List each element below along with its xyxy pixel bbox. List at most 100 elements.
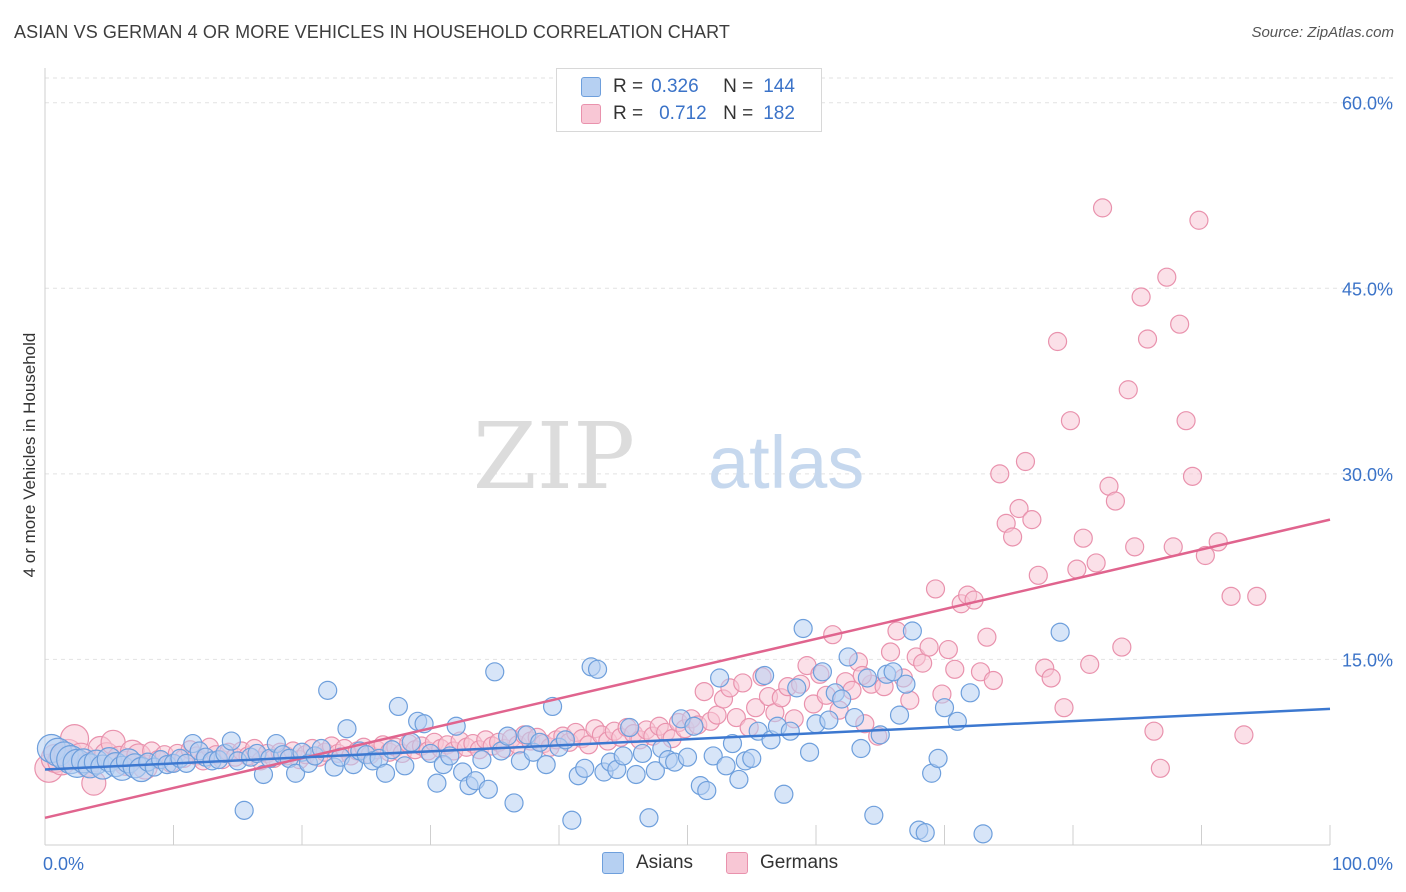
asians-point bbox=[857, 668, 878, 688]
asians-point bbox=[864, 805, 884, 825]
asians-point bbox=[832, 689, 852, 709]
asians-point bbox=[427, 773, 447, 793]
grid-lines bbox=[45, 77, 1395, 660]
germans-point bbox=[1150, 758, 1170, 778]
asians-point bbox=[388, 696, 408, 717]
asians-point bbox=[703, 746, 723, 766]
asians-point bbox=[934, 698, 955, 718]
germans-point bbox=[733, 673, 753, 693]
axes bbox=[44, 68, 1331, 846]
germans-point bbox=[1009, 498, 1029, 519]
asians-point bbox=[285, 763, 306, 783]
germans-r-value: 0.712 bbox=[659, 103, 707, 124]
asians-legend-label: Asians bbox=[636, 852, 694, 873]
asians-point bbox=[819, 710, 839, 730]
asians-point bbox=[645, 761, 665, 781]
germans-point bbox=[1221, 586, 1241, 606]
asians-point bbox=[485, 662, 505, 682]
n-label: N = bbox=[723, 103, 754, 124]
germans-point bbox=[1105, 491, 1126, 511]
asians-point bbox=[498, 726, 518, 746]
germans-point bbox=[1125, 537, 1145, 557]
asians-point bbox=[915, 823, 935, 843]
asians-point bbox=[684, 716, 704, 736]
asians-point bbox=[928, 748, 948, 769]
asians-point bbox=[632, 743, 653, 764]
germans-points bbox=[34, 198, 1267, 796]
asians-point bbox=[774, 784, 794, 804]
legend-row-asians: R = 0.326 N = 144 bbox=[581, 75, 795, 99]
germans-point bbox=[726, 707, 746, 728]
asians-point bbox=[960, 683, 980, 703]
germans-point bbox=[1041, 668, 1061, 688]
asians-point bbox=[716, 756, 736, 776]
watermark: ZIP atlas bbox=[473, 403, 864, 510]
asians-point bbox=[375, 763, 396, 783]
germans-legend-label: Germans bbox=[760, 852, 839, 873]
asians-point bbox=[234, 800, 254, 820]
germans-point bbox=[1054, 698, 1074, 718]
chart-title: ASIAN VS GERMAN 4 OR MORE VEHICLES IN HO… bbox=[14, 22, 730, 42]
germans-point bbox=[1247, 586, 1267, 606]
asians-point bbox=[478, 779, 498, 799]
chart-source: Source: ZipAtlas.com bbox=[1251, 24, 1394, 41]
germans-point bbox=[1195, 545, 1215, 566]
x-tick-label-max: 100.0% bbox=[1332, 854, 1393, 874]
r-label: R = bbox=[613, 103, 644, 124]
germans-point bbox=[880, 642, 901, 662]
germans-point bbox=[1086, 553, 1106, 573]
germans-n-value: 182 bbox=[763, 103, 795, 124]
asians-r-value: 0.326 bbox=[651, 76, 699, 97]
germans-swatch bbox=[581, 104, 601, 124]
x-tick-label-min: 0.0% bbox=[43, 854, 84, 874]
asians-point bbox=[395, 756, 415, 776]
asians-point bbox=[620, 717, 640, 738]
germans-point bbox=[919, 637, 939, 657]
asians-point bbox=[889, 705, 910, 725]
germans-point bbox=[746, 698, 766, 718]
germans-point bbox=[1182, 466, 1203, 486]
asians-points bbox=[36, 618, 1070, 844]
germans-point bbox=[1003, 527, 1023, 547]
germans-point bbox=[1022, 510, 1042, 530]
asians-trend-line bbox=[44, 707, 1331, 771]
trend-lines bbox=[44, 518, 1331, 820]
germans-point bbox=[990, 464, 1010, 484]
tick-labels: 15.0% 30.0% 45.0% 60.0% 0.0% 100.0% bbox=[43, 94, 1393, 874]
asians-point bbox=[754, 665, 775, 686]
asians-swatch bbox=[581, 77, 601, 97]
germans-point bbox=[977, 627, 997, 647]
germans-point bbox=[1189, 210, 1209, 230]
bottom-legend-germans: Germans bbox=[726, 852, 838, 874]
germans-point bbox=[1170, 314, 1190, 334]
germans-point bbox=[1131, 287, 1151, 307]
asians-point bbox=[812, 662, 833, 682]
legend-row-germans: R = 0.712 N = 182 bbox=[581, 102, 795, 126]
y-tick-label: 45.0% bbox=[1342, 279, 1393, 299]
germans-point bbox=[1234, 725, 1254, 745]
asians-point bbox=[697, 780, 717, 801]
germans-point bbox=[1112, 637, 1132, 657]
asians-point bbox=[883, 662, 903, 682]
asians-point bbox=[613, 746, 633, 766]
asians-point bbox=[742, 748, 762, 769]
germans-point bbox=[938, 639, 958, 660]
asians-n-value: 144 bbox=[763, 76, 795, 97]
r-label: R = bbox=[613, 76, 644, 97]
germans-point bbox=[925, 579, 946, 599]
bottom-legend-asians: Asians bbox=[602, 852, 693, 874]
germans-point bbox=[945, 659, 965, 679]
asians-point bbox=[575, 758, 595, 778]
asians-point bbox=[530, 732, 550, 752]
asians-point bbox=[337, 719, 357, 739]
asians-point bbox=[844, 707, 865, 728]
asians-point bbox=[1050, 622, 1070, 642]
asians-legend-swatch bbox=[602, 852, 624, 874]
germans-trend-line bbox=[44, 518, 1331, 820]
asians-point bbox=[896, 674, 916, 694]
asians-point bbox=[780, 721, 800, 741]
germans-point bbox=[983, 670, 1003, 691]
n-label: N = bbox=[723, 76, 754, 97]
germans-point bbox=[1067, 559, 1087, 579]
asians-point bbox=[536, 754, 556, 775]
